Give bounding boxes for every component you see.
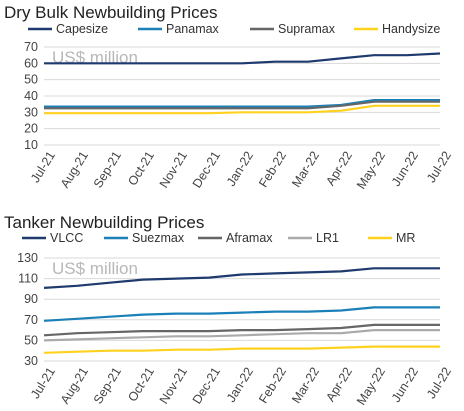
drybulk-y-tick-50: 50: [24, 73, 38, 87]
tanker-series-line-aframax: [43, 323, 440, 337]
tanker-x-tick-nov-21: Nov-21: [157, 365, 190, 407]
drybulk-series-line-capesize: [44, 52, 441, 65]
tanker-x-tick-feb-22: Feb-22: [256, 365, 289, 406]
drybulk-y-tick-10: 10: [24, 138, 38, 152]
tanker-series-line-vlcc: [43, 267, 440, 289]
tanker-x-tick-sep-21: Sep-21: [91, 365, 124, 407]
drybulk-x-tick-jul-21: Jul-21: [28, 149, 58, 185]
tanker-y-tick-110: 110: [18, 272, 38, 286]
tanker-x-tick-jul-22: Jul-22: [424, 365, 454, 401]
drybulk-x-tick-aug-21: Aug-21: [58, 149, 91, 191]
tanker-y-tick-70: 70: [24, 313, 38, 327]
drybulk-series-line-supramax: [44, 100, 440, 110]
drybulk-x-tick-dec-21: Dec-21: [190, 149, 223, 191]
tanker-y-tick-90: 90: [24, 292, 38, 306]
drybulk-legend-label-handysize: Handysize: [382, 22, 440, 36]
tanker-x-tick-jul-21: Jul-21: [28, 365, 58, 401]
drybulk-x-tick-may-22: May-22: [354, 149, 388, 192]
drybulk-x-tick-feb-22: Feb-22: [256, 149, 289, 190]
drybulk-x-tick-jun-22: Jun-22: [389, 149, 421, 189]
drybulk-series-line-handysize: [44, 104, 440, 115]
drybulk-x-tick-jul-22: Jul-22: [424, 149, 454, 185]
drybulk-series-line-panamax: [44, 98, 440, 108]
tanker-x-tick-jan-22: Jan-22: [224, 365, 256, 405]
drybulk-y-tick-70: 70: [24, 40, 38, 54]
drybulk-y-tick-30: 30: [24, 105, 38, 119]
drybulk-y-tick-20: 20: [24, 122, 38, 136]
tanker-x-tick-aug-21: Aug-21: [58, 365, 91, 407]
tanker-series-line-mr: [43, 345, 440, 354]
tanker-series-line-suezmax: [43, 306, 440, 322]
tanker-unit-annotation: US$ million: [52, 259, 138, 278]
drybulk-x-tick-oct-21: Oct-21: [125, 149, 157, 188]
tanker-y-tick-30: 30: [24, 354, 38, 368]
tanker-x-tick-apr-22: Apr-22: [323, 365, 355, 404]
drybulk-y-tick-60: 60: [24, 56, 38, 70]
tanker-chart-title: Tanker Newbuilding Prices: [4, 213, 204, 232]
tanker-series-line-lr1: [43, 329, 440, 342]
drybulk-x-tick-nov-21: Nov-21: [157, 149, 190, 191]
drybulk-chart-title: Dry Bulk Newbuilding Prices: [4, 3, 218, 22]
drybulk-x-tick-apr-22: Apr-22: [323, 149, 355, 188]
tanker-x-tick-oct-21: Oct-21: [125, 365, 157, 404]
drybulk-legend-label-capesize: Capesize: [56, 22, 108, 36]
tanker-x-tick-mar-22: Mar-22: [289, 365, 322, 406]
drybulk-x-tick-jan-22: Jan-22: [224, 149, 256, 189]
tanker-legend-label-vlcc: VLCC: [50, 231, 83, 245]
drybulk-x-tick-sep-21: Sep-21: [91, 149, 124, 191]
drybulk-legend-label-supramax: Supramax: [278, 22, 336, 36]
tanker-legend-label-mr: MR: [396, 231, 415, 245]
drybulk-y-tick-40: 40: [24, 89, 38, 103]
tanker-y-tick-50: 50: [24, 333, 38, 347]
drybulk-legend-label-panamax: Panamax: [166, 22, 220, 36]
tanker-legend-label-lr1: LR1: [316, 231, 339, 245]
drybulk-x-tick-mar-22: Mar-22: [289, 149, 322, 190]
tanker-y-tick-130: 130: [17, 251, 38, 265]
tanker-legend-label-aframax: Aframax: [226, 231, 273, 245]
tanker-x-tick-may-22: May-22: [354, 365, 388, 408]
tanker-x-tick-jun-22: Jun-22: [389, 365, 421, 405]
tanker-legend-label-suezmax: Suezmax: [132, 231, 185, 245]
tanker-x-tick-dec-21: Dec-21: [190, 365, 223, 407]
